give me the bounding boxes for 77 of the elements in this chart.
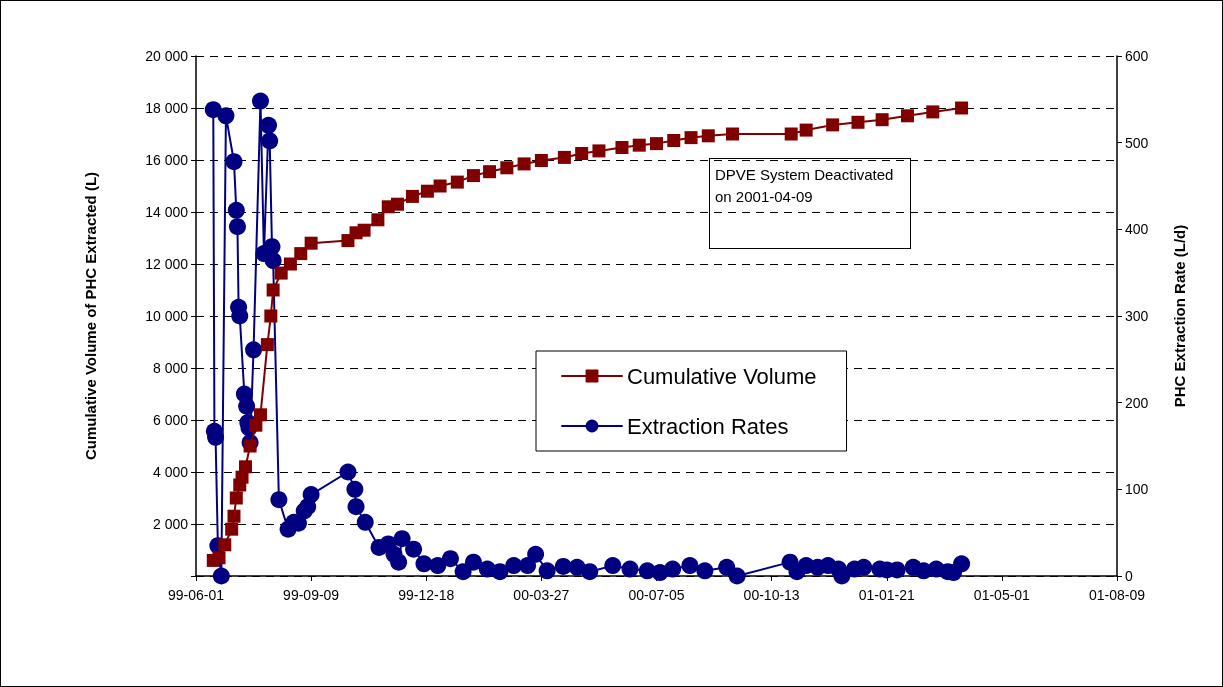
point [615, 141, 629, 155]
point [264, 309, 278, 323]
y-tick-label: 12 000 [145, 256, 189, 272]
y2-tick-label: 0 [1125, 568, 1133, 584]
y2-tick-label: 200 [1125, 394, 1149, 411]
point [239, 460, 252, 474]
annotation: DPVE System Deactivated on 2001-04-09 [709, 158, 911, 249]
point [592, 144, 606, 158]
y-tick-label: 6 000 [152, 412, 189, 428]
point [304, 236, 318, 250]
y2-tick-label: 500 [1125, 134, 1149, 151]
point [225, 522, 239, 536]
point [229, 491, 243, 505]
y-axis-title: Cumulative Volume of PHC Extracted (L) [82, 171, 99, 461]
y-tick-label: 20 000 [145, 48, 189, 64]
point [227, 509, 241, 523]
point [650, 137, 663, 151]
y-tick-label: 8 000 [152, 360, 189, 376]
x-tick-label: 01-01-21 [858, 587, 915, 603]
point [283, 257, 297, 271]
y-tick-label: 2 000 [152, 516, 189, 532]
point [784, 127, 798, 141]
y-tick-label: 14 000 [145, 204, 189, 220]
x-tick-label: 99-06-01 [167, 587, 225, 603]
point [433, 179, 447, 193]
point [260, 338, 274, 352]
y2-axis-title: PHC Extraction Rate (L/d) [1171, 224, 1188, 408]
x-tick-label: 00-03-27 [513, 587, 570, 603]
point [405, 189, 419, 203]
point [926, 105, 940, 119]
point [450, 175, 464, 189]
point [212, 551, 226, 565]
point [243, 439, 257, 453]
point [357, 223, 371, 237]
point [466, 169, 480, 183]
point [826, 118, 840, 132]
point [483, 165, 497, 179]
point [900, 109, 914, 123]
point [266, 283, 280, 297]
point [517, 157, 531, 171]
point [249, 418, 263, 432]
point [575, 147, 589, 160]
point [851, 115, 865, 129]
y-tick-label: 4 000 [152, 464, 189, 480]
x-tick-label: 01-05-01 [973, 587, 1031, 603]
point [294, 247, 308, 261]
point [218, 538, 232, 552]
point [684, 131, 698, 145]
point [955, 101, 969, 115]
point [557, 150, 571, 164]
x-tick-label: 99-12-18 [398, 587, 455, 603]
x-tick-label: 01-08-09 [1088, 587, 1146, 603]
point [799, 123, 813, 137]
point [632, 138, 646, 152]
legend-label: Cumulative Volume [627, 363, 817, 389]
point [371, 213, 385, 227]
y2-tick-label: 400 [1125, 221, 1149, 238]
point [390, 197, 404, 211]
y2-tick-label: 300 [1125, 308, 1149, 324]
y-tick-label: 10 000 [145, 308, 189, 324]
point [667, 134, 681, 147]
y2-tick-label: 600 [1125, 48, 1149, 64]
point [500, 161, 514, 175]
y-tick-label: 16 000 [145, 152, 189, 168]
point [274, 266, 288, 280]
y-tick-label: 18 000 [145, 100, 189, 116]
x-tick-label: 99-09-09 [283, 587, 340, 603]
point [701, 129, 715, 143]
legend-label: Extraction Rates [627, 413, 789, 439]
point [875, 113, 889, 127]
point [253, 408, 267, 422]
y2-tick-label: 100 [1125, 481, 1149, 498]
x-tick-label: 00-10-13 [743, 587, 800, 603]
point [534, 154, 548, 168]
point [420, 184, 434, 198]
x-tick-label: 00-07-05 [628, 587, 685, 603]
point [725, 127, 739, 141]
